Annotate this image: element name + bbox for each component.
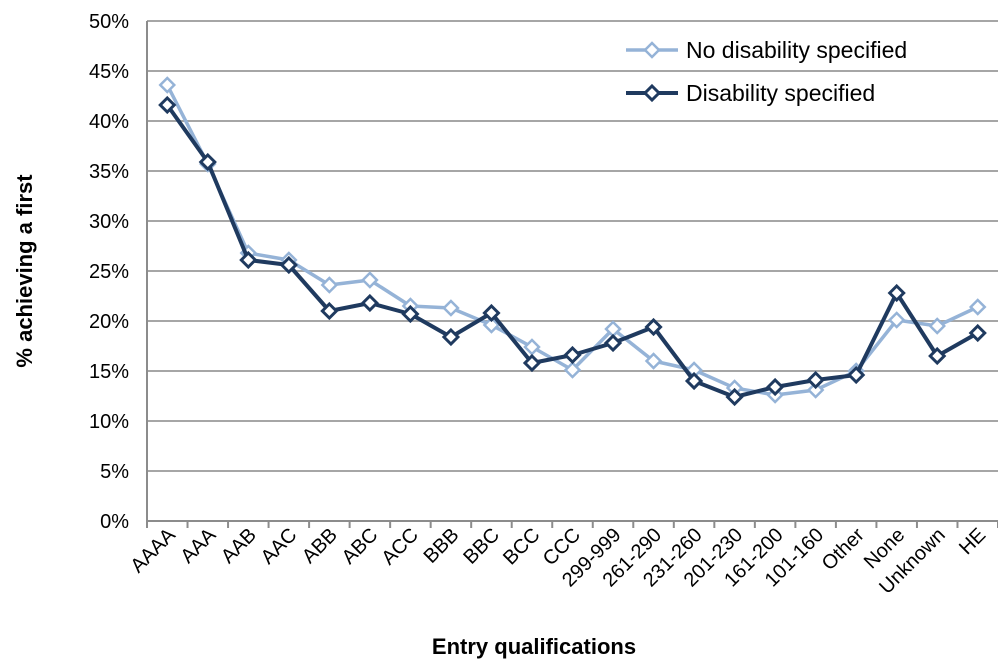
data-point — [441, 327, 461, 347]
data-point — [482, 316, 501, 334]
data-point — [928, 317, 946, 335]
data-point — [482, 303, 501, 323]
x-axis-title: Entry qualifications — [432, 634, 636, 659]
data-point — [968, 323, 987, 343]
x-tick-label: ACC — [378, 524, 423, 569]
x-tick-label: BCC — [499, 524, 544, 569]
x-tick-label: AAB — [217, 524, 261, 568]
data-point — [360, 293, 380, 313]
data-point — [887, 311, 906, 329]
data-point — [806, 381, 825, 399]
x-tick-label: ABB — [298, 524, 342, 568]
data-point — [522, 353, 542, 373]
data-point — [523, 338, 541, 356]
data-point — [806, 370, 825, 390]
data-point — [847, 365, 866, 385]
y-axis-title: % achieving a first — [12, 174, 37, 368]
data-point — [158, 76, 177, 94]
data-point — [401, 304, 420, 324]
y-tick-label: 35% — [89, 161, 129, 183]
data-point — [887, 283, 906, 303]
data-point — [158, 95, 177, 115]
y-tick-label: 50% — [89, 11, 129, 33]
gridlines — [147, 20, 998, 472]
data-point — [968, 298, 987, 316]
legend-entry-no-disability: No disability specified — [626, 37, 907, 63]
legend-marker-disability — [642, 83, 662, 103]
data-point — [725, 387, 744, 407]
data-point — [239, 250, 258, 270]
x-tick-label: BBC — [459, 524, 504, 569]
data-point — [644, 317, 663, 337]
y-axis-tick-labels: 0% 5% 10% 15% 20% 25% 30% 35% 40% 45% 50% — [89, 11, 129, 533]
y-tick-label: 20% — [89, 311, 129, 333]
y-tick-label: 25% — [89, 261, 129, 283]
y-tick-label: 10% — [89, 411, 129, 433]
data-point — [765, 377, 785, 397]
data-point — [644, 352, 663, 370]
x-axis-tick-labels: AAAAAAAAABAACABBABCACCBBBBBCBCCCCC299-99… — [127, 524, 991, 599]
data-point — [442, 299, 460, 317]
data-point — [279, 255, 298, 275]
data-point — [563, 361, 582, 379]
legend-label-no-disability: No disability specified — [686, 37, 907, 63]
data-point — [320, 276, 339, 294]
x-axis-tick-marks — [146, 521, 998, 528]
series-layer — [158, 76, 987, 407]
x-tick-label: Other — [818, 524, 869, 575]
y-tick-label: 40% — [89, 111, 129, 133]
data-point — [198, 152, 217, 172]
data-point — [928, 346, 947, 366]
x-tick-label: AAC — [257, 524, 302, 569]
x-tick-label: AAA — [176, 524, 220, 568]
legend-label-disability: Disability specified — [686, 80, 875, 106]
data-point — [603, 333, 623, 353]
data-point — [320, 301, 339, 321]
data-point — [563, 345, 582, 365]
series-disability — [158, 95, 987, 407]
y-tick-label: 15% — [89, 361, 129, 383]
data-point — [361, 271, 379, 289]
x-tick-label: BBB — [420, 524, 464, 568]
x-tick-label: HE — [955, 524, 990, 559]
x-tick-label: ABC — [338, 524, 383, 569]
legend-marker-no-disability — [643, 41, 661, 59]
y-tick-label: 5% — [100, 461, 129, 483]
legend: No disability specified Disability speci… — [626, 37, 907, 106]
data-point — [684, 371, 704, 391]
y-tick-label: 30% — [89, 211, 129, 233]
legend-entry-disability: Disability specified — [626, 80, 875, 106]
x-tick-label: AAAA — [127, 524, 181, 578]
y-tick-label: 45% — [89, 61, 129, 83]
y-tick-label: 0% — [100, 511, 129, 533]
